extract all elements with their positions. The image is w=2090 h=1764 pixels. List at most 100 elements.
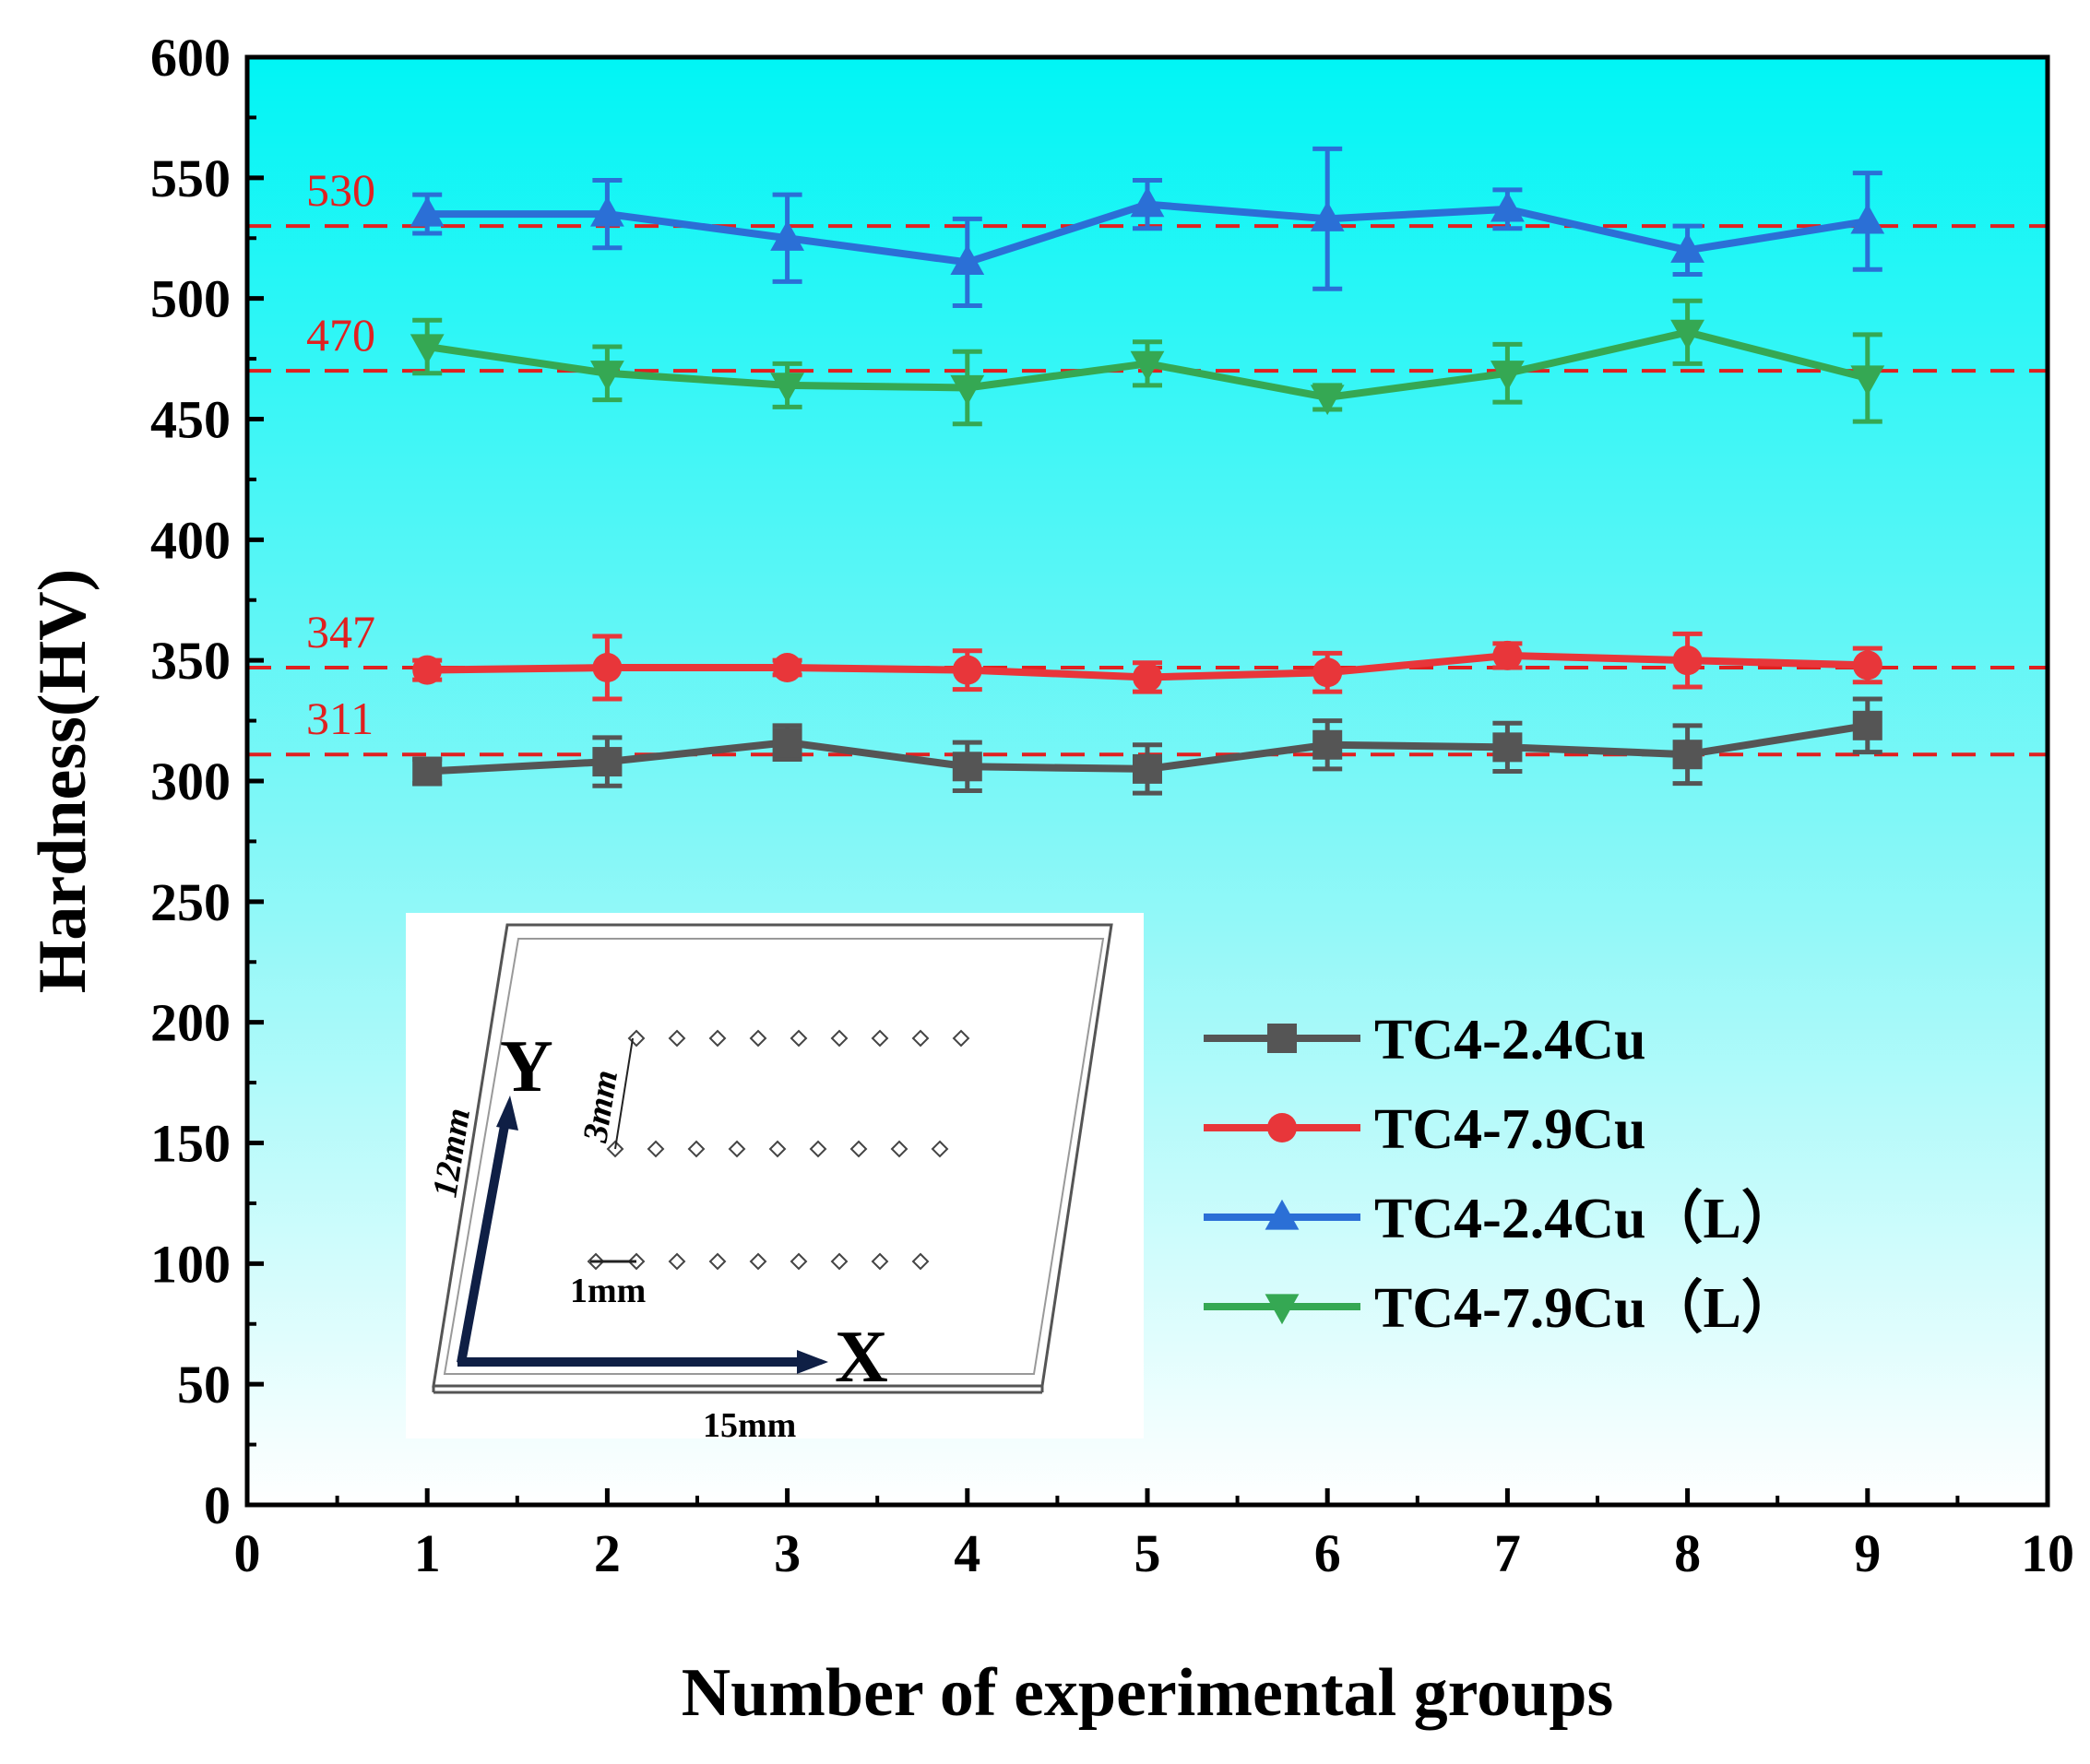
marker-square <box>592 747 623 777</box>
x-tick-label: 5 <box>1134 1523 1161 1583</box>
reference-label: 530 <box>306 164 375 216</box>
reference-label: 311 <box>306 693 374 744</box>
indent-point <box>728 1140 746 1158</box>
indent-point <box>871 1252 889 1271</box>
x-axis-title: Number of experimental groups <box>682 1655 1614 1731</box>
marker-square <box>1312 729 1343 760</box>
marker-square <box>1492 732 1523 763</box>
indent-point <box>830 1029 849 1048</box>
reference-labels: 530 470 347 311 <box>306 164 375 744</box>
marker-circle <box>1312 657 1343 688</box>
x-tick-label: 3 <box>774 1523 801 1583</box>
marker-triangle-up <box>410 195 445 227</box>
indent-point <box>871 1029 889 1048</box>
point-spacing-label: 1mm <box>570 1272 646 1310</box>
x-tick-label: 8 <box>1674 1523 1701 1583</box>
indent-point <box>708 1029 727 1048</box>
y-tick-label: 550 <box>150 148 231 208</box>
marker-triangle-down <box>1130 350 1165 382</box>
marker-circle <box>1267 1113 1297 1142</box>
marker-triangle-down <box>950 374 985 406</box>
reference-label: 470 <box>306 309 375 361</box>
y-tick-label: 250 <box>150 872 231 932</box>
legend-label: TC4-2.4Cu <box>1374 1009 1646 1071</box>
y-axis-letter: Y <box>500 1026 553 1107</box>
x-tick-label: 1 <box>414 1523 441 1583</box>
indent-point <box>790 1029 808 1048</box>
legend-label: TC4-7.9Cu（L） <box>1374 1275 1799 1340</box>
indent-point <box>749 1252 767 1271</box>
plate-inner-edge <box>443 938 1105 1375</box>
series-group <box>410 298 1885 427</box>
y-tick-label: 150 <box>150 1114 231 1174</box>
indent-point <box>890 1140 908 1158</box>
marker-square <box>1852 710 1882 740</box>
legend-label: TC4-7.9Cu <box>1374 1098 1646 1161</box>
marker-triangle-down <box>1850 365 1885 397</box>
marker-circle <box>1672 645 1703 676</box>
indent-point <box>830 1252 849 1271</box>
y-axis-ticks: 0 50 100 150 200 250 300 350 400 450 500 550 600 <box>150 28 264 1535</box>
indent-point <box>749 1029 767 1048</box>
series-layer <box>410 146 1885 796</box>
y-tick-label: 500 <box>150 269 231 329</box>
marker-triangle-up <box>1850 203 1885 234</box>
marker-triangle-down <box>1670 319 1704 350</box>
x-tick-label: 6 <box>1314 1523 1341 1583</box>
x-axis-ticks: 0 1 2 3 4 5 6 7 8 9 10 <box>234 1488 2074 1583</box>
marker-circle <box>952 655 982 685</box>
marker-triangle-up <box>590 195 624 227</box>
marker-triangle-up <box>1490 191 1525 222</box>
marker-square <box>1267 1024 1297 1053</box>
y-axis-arrow <box>457 1115 511 1364</box>
marker-triangle-down <box>1490 361 1525 391</box>
indent-point <box>668 1029 686 1048</box>
y-tick-label: 400 <box>150 510 231 570</box>
marker-square <box>772 728 802 758</box>
x-tick-label: 7 <box>1494 1523 1521 1583</box>
x-tick-label: 2 <box>594 1523 621 1583</box>
y-tick-label: 0 <box>204 1475 231 1535</box>
legend: TC4-2.4Cu TC4-7.9Cu TC4-2.4Cu（L） TC4-7.9Cu（… <box>1204 1009 1799 1340</box>
x-axis-letter: X <box>835 1317 888 1398</box>
y-tick-label: 50 <box>177 1355 231 1415</box>
indent-point <box>911 1252 930 1271</box>
plate-top-face <box>432 923 1113 1388</box>
x-tick-label: 10 <box>2021 1523 2074 1583</box>
y-tick-label: 300 <box>150 752 231 811</box>
y-axis-title: Hardness(HV) <box>25 569 101 993</box>
marker-circle <box>412 655 443 685</box>
indent-point <box>687 1140 706 1158</box>
marker-triangle-down <box>590 361 624 391</box>
marker-triangle-down <box>410 334 445 365</box>
marker-triangle-up <box>1310 201 1345 231</box>
indent-point <box>768 1140 787 1158</box>
marker-circle <box>772 653 802 683</box>
marker-square <box>952 752 982 782</box>
x-tick-label: 0 <box>234 1523 261 1583</box>
reference-label: 347 <box>306 606 375 657</box>
marker-circle <box>1133 662 1162 693</box>
y-tick-label: 100 <box>150 1234 231 1294</box>
series-group <box>412 696 1882 796</box>
marker-square <box>1133 753 1162 784</box>
indent-point <box>668 1252 686 1271</box>
series-group <box>410 146 1885 309</box>
indent-point <box>708 1252 727 1271</box>
indent-point <box>647 1140 665 1158</box>
series-group <box>412 631 1882 702</box>
y-tick-label: 600 <box>150 28 231 88</box>
y-tick-label: 450 <box>150 390 231 450</box>
marker-triangle-up <box>1130 186 1165 218</box>
marker-triangle-up <box>950 244 985 276</box>
x-tick-label: 9 <box>1854 1523 1881 1583</box>
indent-point <box>790 1252 808 1271</box>
indent-point <box>931 1140 949 1158</box>
indent-point <box>849 1140 868 1158</box>
indent-point <box>911 1029 930 1048</box>
legend-label: TC4-2.4Cu（L） <box>1374 1186 1799 1250</box>
marker-square <box>412 756 443 787</box>
marker-circle <box>1492 640 1523 670</box>
marker-triangle-down <box>1265 1294 1300 1325</box>
